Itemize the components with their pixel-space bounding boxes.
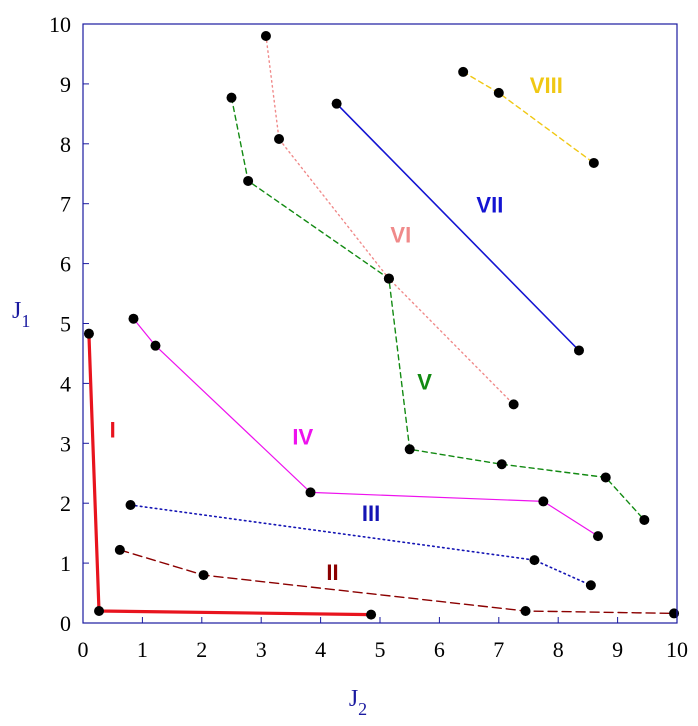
series-label-vii: VII bbox=[476, 193, 503, 218]
data-point-iv bbox=[128, 313, 139, 324]
y-tick-label: 10 bbox=[49, 12, 71, 37]
data-point-i bbox=[83, 328, 94, 339]
axis-ticks bbox=[82, 23, 678, 624]
data-point-v bbox=[639, 514, 650, 525]
x-tick-label: 5 bbox=[375, 637, 386, 662]
data-point-ii bbox=[520, 606, 531, 617]
plot-frame bbox=[82, 23, 678, 624]
data-point-iv bbox=[150, 340, 161, 351]
series-label-viii: VIII bbox=[530, 73, 563, 98]
series-label-vi: VI bbox=[390, 223, 411, 248]
x-tick-label: 6 bbox=[434, 637, 445, 662]
y-tick-label: 5 bbox=[60, 312, 71, 337]
y-tick-label: 1 bbox=[60, 551, 71, 576]
series-line-v bbox=[230, 96, 645, 521]
series-layer bbox=[87, 35, 675, 617]
data-point-iv bbox=[538, 496, 549, 507]
data-point-vi bbox=[508, 399, 519, 410]
y-tick-label: 9 bbox=[60, 72, 71, 97]
series-label-ii: II bbox=[326, 560, 338, 585]
data-point-iv bbox=[305, 487, 316, 498]
x-tick-label: 3 bbox=[256, 637, 267, 662]
data-point-iv bbox=[592, 531, 603, 542]
series-line-vii bbox=[335, 102, 580, 352]
x-axis-label: J2 bbox=[349, 686, 367, 719]
data-point-vi bbox=[260, 30, 271, 41]
x-tick-label: 1 bbox=[137, 637, 148, 662]
data-point-viii bbox=[458, 66, 469, 77]
y-tick-label: 2 bbox=[60, 491, 71, 516]
data-point-iii bbox=[585, 580, 596, 591]
data-point-vii bbox=[573, 345, 584, 356]
data-point-v bbox=[226, 92, 237, 103]
y-tick-label: 4 bbox=[60, 371, 71, 396]
series-line-viii bbox=[462, 71, 595, 164]
y-axis-label: J1 bbox=[12, 298, 30, 331]
x-tick-label: 9 bbox=[612, 637, 623, 662]
data-point-viii bbox=[588, 157, 599, 168]
data-point-vi bbox=[383, 273, 394, 284]
series-label-v: V bbox=[417, 369, 432, 394]
data-point-v bbox=[496, 459, 507, 470]
y-tick-label: 7 bbox=[60, 192, 71, 217]
series-label-iii: III bbox=[362, 501, 380, 526]
data-point-v bbox=[600, 472, 611, 483]
y-tick-label: 3 bbox=[60, 431, 71, 456]
data-point-v bbox=[404, 444, 415, 455]
x-tick-label: 4 bbox=[315, 637, 326, 662]
data-point-i bbox=[366, 609, 377, 620]
data-point-v bbox=[243, 175, 254, 186]
x-tick-label: 0 bbox=[78, 637, 89, 662]
data-point-ii bbox=[198, 570, 209, 581]
data-point-ii bbox=[114, 544, 125, 555]
data-point-vii bbox=[331, 98, 342, 109]
y-tick-label: 6 bbox=[60, 252, 71, 277]
data-point-i bbox=[94, 606, 105, 617]
x-tick-label: 8 bbox=[553, 637, 564, 662]
data-point-viii bbox=[493, 87, 504, 98]
x-tick-label: 7 bbox=[493, 637, 504, 662]
series-line-vi bbox=[265, 35, 515, 406]
x-tick-label: 10 bbox=[666, 637, 688, 662]
tick-labels: 0 1 2 3 4 5 6 7 8 9 10 0 1 2 3 4 5 6 7 8 9 10 bbox=[49, 12, 688, 662]
data-point-iii bbox=[125, 499, 136, 510]
series-label-iv: IV bbox=[292, 424, 313, 449]
data-point-iii bbox=[529, 555, 540, 566]
y-tick-label: 0 bbox=[60, 611, 71, 636]
series-line-iii bbox=[129, 504, 592, 587]
series-label-i: I bbox=[110, 417, 116, 442]
series-line-ii bbox=[119, 549, 675, 615]
y-tick-label: 8 bbox=[60, 132, 71, 157]
x-tick-label: 2 bbox=[196, 637, 207, 662]
data-point-vi bbox=[274, 134, 285, 145]
